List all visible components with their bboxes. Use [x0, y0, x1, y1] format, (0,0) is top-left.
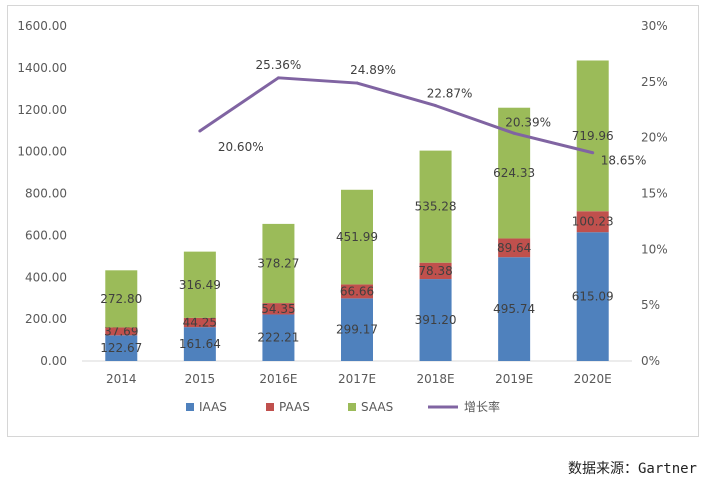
growth-rate-point — [198, 129, 202, 133]
bar-segment-saas — [576, 60, 609, 212]
bar-segment-iaas — [105, 335, 138, 361]
data-label-saas: 535.28 — [415, 200, 457, 214]
growth-rate-label: 22.87% — [427, 87, 473, 101]
x-tick-label: 2019E — [495, 372, 533, 386]
data-label-saas: 316.49 — [179, 278, 221, 292]
bar-segment-saas — [419, 150, 452, 263]
data-label-iaas: 495.74 — [493, 302, 535, 316]
y-right-tick-label: 20% — [641, 131, 668, 145]
growth-rate-point — [512, 131, 516, 135]
bar-segment-iaas — [419, 279, 452, 361]
y-right-tick-label: 30% — [641, 19, 668, 33]
chart-frame: 0.00 200.00 400.00 600.00 800.00 1000.00 1200.… — [7, 5, 699, 437]
x-tick-label: 2014 — [106, 372, 137, 386]
y-left-tick-label: 1400.00 — [17, 61, 67, 75]
data-label-saas: 272.80 — [100, 292, 142, 306]
data-label-paas: 37.69 — [104, 324, 138, 338]
y-left-tick-label: 200.00 — [25, 312, 67, 326]
data-label-iaas: 391.20 — [415, 313, 457, 327]
legend-label: PAAS — [279, 400, 310, 414]
y-left-tick-label: 600.00 — [25, 228, 67, 242]
bar-segment-saas — [183, 251, 216, 318]
x-tick-label: 2015 — [185, 372, 216, 386]
source-note: 数据来源：Gartner — [567, 461, 697, 477]
bar-segment-paas — [341, 284, 373, 299]
legend-swatch-paas — [266, 403, 274, 411]
data-label-paas: 78.38 — [418, 264, 452, 278]
growth-rate-label: 25.36% — [256, 58, 302, 72]
growth-rate-point — [355, 81, 359, 85]
x-tick-label: 2020E — [574, 372, 612, 386]
data-label-saas: 719.96 — [572, 129, 614, 143]
data-label-saas: 378.27 — [257, 256, 299, 270]
y-left-tick-label: 0.00 — [40, 354, 67, 368]
data-label-paas: 54.35 — [261, 302, 295, 316]
y-left-tick-label: 800.00 — [25, 187, 67, 201]
y-right-tick-label: 5% — [641, 298, 660, 312]
y-right-tick-label: 15% — [641, 187, 668, 201]
bar-segment-paas — [262, 303, 295, 315]
legend-label: SAAS — [361, 400, 393, 414]
data-label-iaas: 222.21 — [257, 331, 299, 345]
growth-rate-line — [199, 76, 594, 155]
data-label-iaas: 161.64 — [179, 337, 221, 351]
bar-segment-iaas — [498, 257, 531, 361]
bar-segment-paas — [183, 317, 216, 328]
growth-rate-label: 18.65% — [601, 154, 647, 168]
bar-segment-paas — [105, 327, 138, 336]
bar-segment-iaas — [262, 314, 295, 361]
bar-segment-iaas — [576, 232, 609, 361]
bar-segment-saas — [341, 189, 373, 285]
y-left-tick-label: 400.00 — [25, 270, 67, 284]
stacked-bar-line-chart: 0.00 200.00 400.00 600.00 800.00 1000.00 1200.… — [17, 19, 668, 414]
bar-segment-iaas — [183, 327, 216, 361]
y-left-tick-label: 1600.00 — [17, 19, 67, 33]
legend-label: 增长率 — [464, 399, 500, 414]
growth-rate-point — [276, 76, 280, 80]
bar-segment-saas — [105, 270, 138, 328]
data-label-paas: 100.23 — [572, 215, 614, 229]
x-tick-label: 2017E — [338, 372, 376, 386]
x-tick-label: 2016E — [259, 372, 297, 386]
bar-segment-paas — [419, 262, 452, 280]
x-tick-label: 2018E — [417, 372, 455, 386]
y-right-tick-label: 0% — [641, 354, 660, 368]
y-left-tick-label: 1000.00 — [17, 145, 67, 159]
growth-rate-label: 20.39% — [505, 115, 551, 129]
data-label-iaas: 122.67 — [100, 341, 142, 355]
data-label-saas: 451.99 — [336, 230, 378, 244]
data-label-saas: 624.33 — [493, 166, 535, 180]
bar-segment-paas — [576, 211, 609, 233]
bar-segment-iaas — [341, 298, 373, 361]
bar-segment-saas — [262, 223, 295, 304]
legend-label: IAAS — [199, 400, 227, 414]
legend-swatch-saas — [348, 403, 356, 411]
growth-rate-label: 20.60% — [218, 140, 264, 154]
growth-rate-point — [434, 104, 438, 108]
y-right-tick-label: 10% — [641, 242, 668, 256]
growth-rate-label: 24.89% — [350, 63, 396, 77]
y-right-tick-label: 25% — [641, 75, 668, 89]
data-label-paas: 89.64 — [497, 241, 531, 255]
growth-rate-point — [591, 151, 595, 155]
legend-swatch-iaas — [186, 403, 194, 411]
y-left-tick-label: 1200.00 — [17, 103, 67, 117]
bar-segment-paas — [498, 238, 531, 258]
data-label-paas: 66.66 — [340, 284, 374, 298]
data-label-paas: 44.25 — [183, 316, 217, 330]
data-label-iaas: 615.09 — [572, 290, 614, 304]
data-label-iaas: 299.17 — [336, 323, 378, 337]
